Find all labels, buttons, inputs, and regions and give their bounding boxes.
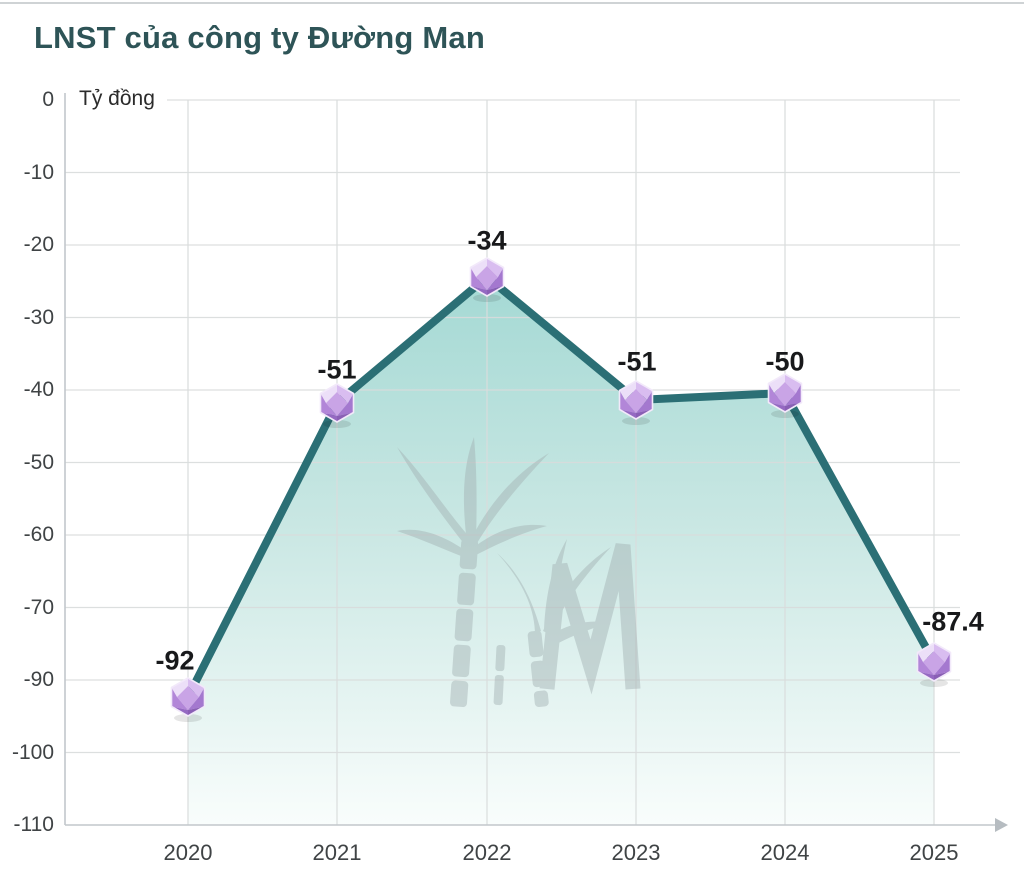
data-point-label-2020: -92: [155, 645, 195, 676]
x-axis-arrow-icon: [995, 818, 1008, 832]
x-axis-tick-label-2022: 2022: [462, 840, 512, 865]
marker-gem-2023: [618, 380, 654, 425]
marker-gem-2025: [916, 642, 952, 687]
y-axis-tick-label: 0: [42, 88, 54, 111]
y-axis-tick-label: -60: [23, 523, 54, 546]
y-axis-tick-label: -10: [23, 160, 54, 184]
data-point-label-2025: -87.4: [922, 606, 984, 637]
y-axis-tick-label: -20: [23, 233, 54, 256]
marker-gem-2021: [319, 383, 355, 428]
y-axis-tick-label: -70: [23, 595, 54, 619]
data-point-label-2021: -51: [317, 354, 357, 385]
y-axis-tick-label: -90: [23, 668, 54, 691]
data-point-label-2024: -50: [765, 346, 805, 377]
data-point-label-2023: -51: [617, 346, 657, 377]
chart-title: LNST của công ty Đường Man: [34, 20, 485, 55]
x-axis-tick-label-2025: 2025: [909, 840, 959, 865]
x-axis-tick-label-2020: 2020: [163, 840, 213, 865]
sugarcane-watermark-icon: [397, 437, 641, 708]
marker-gem-2020: [170, 677, 206, 722]
data-point-label-2022: -34: [467, 225, 507, 256]
x-axis-tick-label-2024: 2024: [760, 840, 810, 865]
top-border-line: [0, 2, 1024, 4]
x-axis-tick-label-2023: 2023: [611, 840, 661, 865]
y-axis-unit-label: Tỷ đồng: [79, 87, 155, 110]
marker-gem-2024: [767, 373, 803, 418]
y-axis-tick-label: -30: [23, 305, 54, 329]
x-axis-tick-label-2021: 2021: [312, 840, 362, 865]
y-axis-tick-label: -50: [23, 450, 54, 474]
y-axis-tick-label: -40: [23, 378, 54, 401]
profit-area-fill: [188, 277, 934, 825]
y-axis-tick-label: -100: [11, 740, 54, 764]
y-axis-tick-label: -110: [13, 813, 54, 836]
marker-gem-2022: [469, 257, 505, 302]
profit-line: [184, 273, 938, 701]
